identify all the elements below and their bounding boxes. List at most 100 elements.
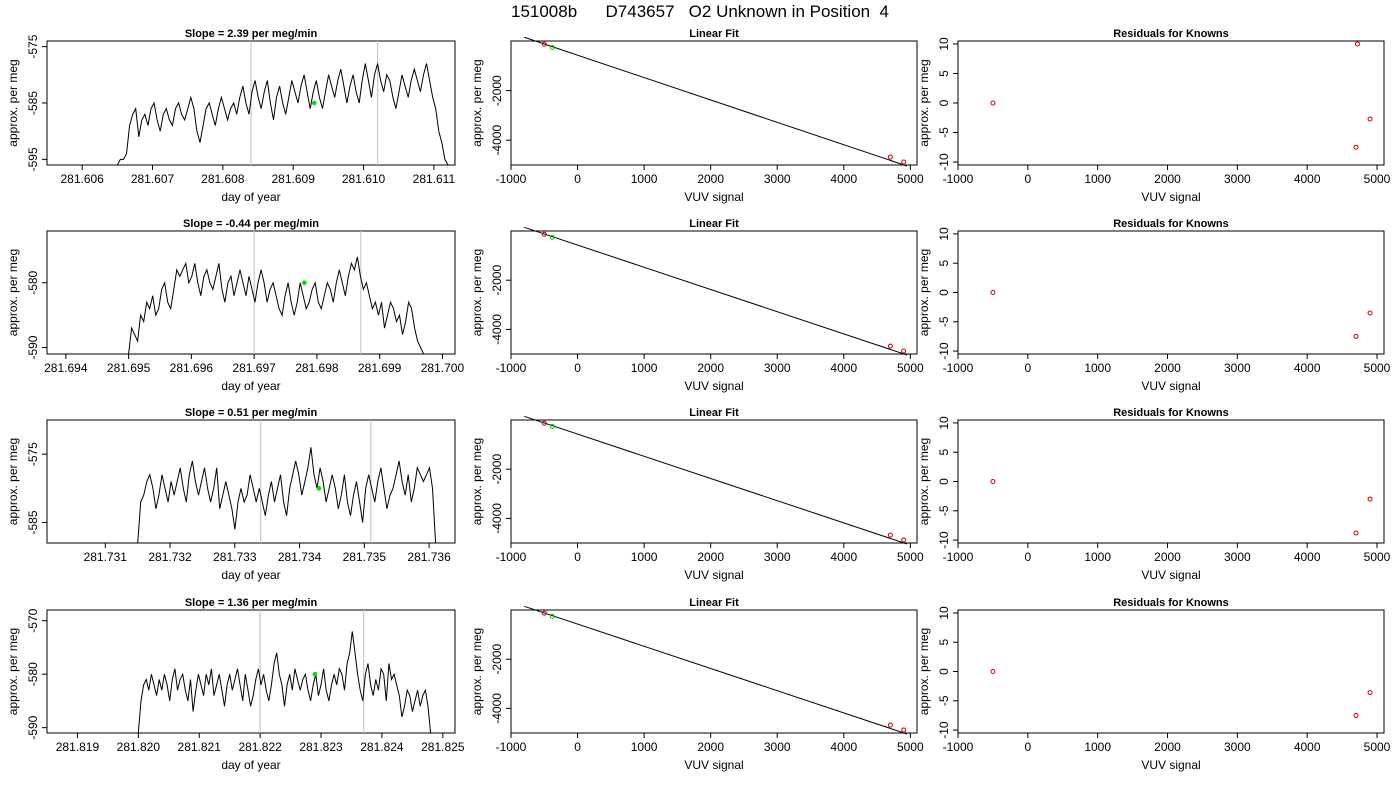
y-tick-label: -4000 xyxy=(490,125,504,156)
x-tick-label: 2000 xyxy=(1154,550,1181,564)
x-tick-label: 3000 xyxy=(764,172,791,186)
y-tick-label: -5 xyxy=(937,316,951,327)
x-axis-label: VUV signal xyxy=(1141,758,1200,772)
x-tick-label: 281.606 xyxy=(60,172,104,186)
y-axis-label: approx. per meg xyxy=(470,249,484,336)
y-tick-label: -10 xyxy=(937,153,951,171)
known-point xyxy=(887,343,893,349)
x-tick-label: 5000 xyxy=(1364,740,1391,754)
fit-line xyxy=(524,226,908,356)
x-axis-label: VUV signal xyxy=(1141,190,1200,204)
x-tick-label: 281.694 xyxy=(44,361,88,375)
x-tick-label: -1000 xyxy=(943,550,974,564)
x-tick-label: 281.821 xyxy=(178,740,222,754)
y-tick-label: 10 xyxy=(937,37,951,51)
unknown-point xyxy=(549,613,555,619)
y-tick-label: -585 xyxy=(26,91,40,115)
x-axis-label: day of year xyxy=(221,379,280,393)
x-tick-label: 0 xyxy=(574,550,581,564)
x-tick-label: 4000 xyxy=(1294,550,1321,564)
plot-frame xyxy=(510,230,918,355)
x-tick-label: 2000 xyxy=(1154,740,1181,754)
known-point xyxy=(901,727,907,733)
y-tick-label: -5 xyxy=(937,127,951,138)
x-tick-label: 5000 xyxy=(897,740,924,754)
x-tick-label: 281.825 xyxy=(421,740,465,754)
known-point xyxy=(901,537,907,543)
x-axis-label: VUV signal xyxy=(1141,568,1200,582)
x-axis-label: VUV signal xyxy=(1141,379,1200,393)
x-tick-label: 2000 xyxy=(1154,172,1181,186)
x-tick-label: 1000 xyxy=(1084,550,1111,564)
y-tick-label: -10 xyxy=(937,342,951,360)
x-tick-label: 3000 xyxy=(764,550,791,564)
unknown-point xyxy=(549,234,555,240)
plot-frame xyxy=(510,419,918,544)
x-tick-label: -1000 xyxy=(943,740,974,754)
x-axis-label: VUV signal xyxy=(684,568,743,582)
unknown-point xyxy=(312,100,317,106)
data-series-line xyxy=(116,63,449,166)
y-tick-label: -580 xyxy=(26,662,40,686)
x-tick-label: 0 xyxy=(1024,740,1031,754)
unknown-point xyxy=(316,486,322,491)
plot-frame xyxy=(46,419,456,544)
residual-point xyxy=(1367,310,1373,316)
unknown-point xyxy=(302,280,307,286)
y-tick-label: -2000 xyxy=(490,644,504,675)
known-point xyxy=(887,532,893,538)
x-tick-label: 5000 xyxy=(1364,550,1391,564)
x-tick-label: 281.696 xyxy=(170,361,214,375)
x-tick-label: 5000 xyxy=(897,550,924,564)
x-tick-label: 3000 xyxy=(1224,740,1251,754)
x-tick-label: 5000 xyxy=(1364,361,1391,375)
plot-title: Residuals for Knowns xyxy=(1113,218,1229,230)
x-tick-label: 281.700 xyxy=(421,361,465,375)
x-tick-label: -1000 xyxy=(496,361,527,375)
y-axis-label: approx. per meg xyxy=(470,59,484,146)
residual-point xyxy=(1353,530,1359,536)
x-tick-label: 281.695 xyxy=(107,361,151,375)
x-tick-label: 1000 xyxy=(631,740,658,754)
x-tick-label: 281.699 xyxy=(358,361,402,375)
plot-title: Residuals for Knowns xyxy=(1113,597,1229,609)
y-tick-label: -5 xyxy=(937,695,951,706)
x-tick-label: 2000 xyxy=(697,172,724,186)
page-title: 151008b D743657 O2 Unknown in Position 4 xyxy=(510,2,890,21)
x-tick-label: 1000 xyxy=(631,550,658,564)
y-axis-label: approx. per meg xyxy=(917,59,931,146)
x-tick-label: 281.607 xyxy=(131,172,175,186)
plot-frame xyxy=(510,40,918,166)
x-tick-label: 281.609 xyxy=(272,172,316,186)
x-tick-label: -1000 xyxy=(943,361,974,375)
y-tick-label: -590 xyxy=(26,335,40,359)
x-tick-label: 281.823 xyxy=(299,740,343,754)
plot-frame xyxy=(46,609,456,734)
data-series-line xyxy=(137,631,432,734)
x-tick-label: 1000 xyxy=(1084,361,1111,375)
x-tick-label: 4000 xyxy=(830,550,857,564)
plot-title: Residuals for Knowns xyxy=(1113,28,1229,40)
known-point xyxy=(887,722,893,728)
y-tick-label: 5 xyxy=(937,70,951,77)
residual-point xyxy=(1367,116,1373,122)
x-tick-label: 5000 xyxy=(1364,172,1391,186)
x-tick-label: 281.733 xyxy=(213,550,257,564)
x-tick-label: 3000 xyxy=(1224,361,1251,375)
plot-title: Slope = 1.36 per meg/min xyxy=(185,597,318,609)
plot-frame xyxy=(510,609,918,734)
plot-title: Slope = -0.44 per meg/min xyxy=(183,218,319,230)
y-tick-label: -575 xyxy=(26,442,40,466)
x-tick-label: 281.608 xyxy=(201,172,245,186)
y-axis-label: approx. per meg xyxy=(6,59,20,146)
x-tick-label: 281.611 xyxy=(413,172,456,186)
known-point xyxy=(541,610,547,616)
plot-frame xyxy=(957,40,1385,166)
residual-point xyxy=(990,100,996,106)
x-axis-label: VUV signal xyxy=(684,190,743,204)
x-tick-label: 4000 xyxy=(830,740,857,754)
y-tick-label: 0 xyxy=(937,478,951,485)
y-tick-label: -590 xyxy=(26,715,40,739)
x-tick-label: 2000 xyxy=(697,740,724,754)
y-tick-label: 0 xyxy=(937,99,951,106)
